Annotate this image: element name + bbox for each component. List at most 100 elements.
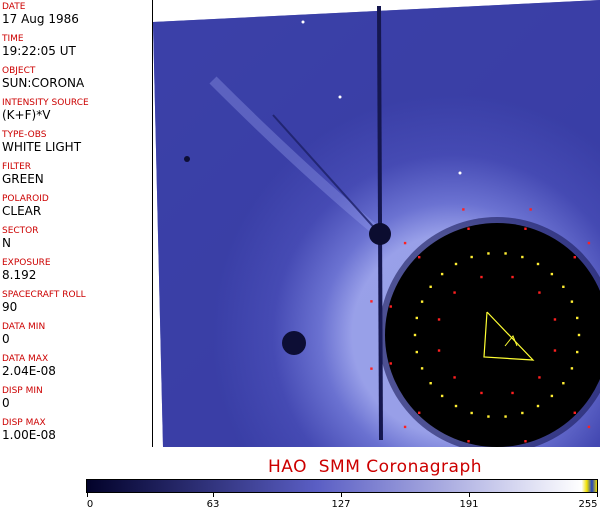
coronagraph-image-svg	[153, 0, 600, 447]
pylon-hub	[369, 223, 391, 245]
field-label: SECTOR	[2, 226, 39, 236]
instrument-title: HAO SMM Coronagraph	[267, 457, 483, 477]
overlay-dot-yellow	[429, 381, 432, 385]
overlay-dot-red	[403, 425, 407, 429]
overlay-dot-red	[453, 376, 456, 379]
overlay-dot-yellow	[429, 285, 432, 289]
field-value: 0	[2, 396, 10, 410]
field-label: EXPOSURE	[2, 258, 51, 268]
overlay-dot-yellow	[440, 272, 444, 276]
field-label: DATA MAX	[2, 354, 49, 364]
field-label: DISP MAX	[2, 418, 46, 428]
colorbar-tick-mark	[341, 493, 342, 497]
overlay-dot-yellow	[577, 333, 581, 337]
overlay-dot-red	[462, 208, 465, 211]
colorbar-tick-mark	[597, 493, 598, 497]
field-value: 8.192	[2, 268, 37, 282]
field-value: (K+F)*V	[2, 108, 51, 122]
field-value: CLEAR	[2, 204, 42, 218]
field-value: 19:22:05 UT	[2, 44, 76, 58]
field-value: N	[2, 236, 11, 250]
overlay-dot-yellow	[562, 285, 565, 289]
overlay-dot-red	[437, 318, 441, 321]
field-label: OBJECT	[2, 66, 36, 76]
field-label: TIME	[2, 34, 24, 44]
colorbar-tick-mark	[469, 493, 470, 497]
dust-spot	[282, 331, 306, 355]
overlay-dot-red	[389, 362, 392, 365]
field-value: 0	[2, 332, 10, 346]
field-date: DATE 17 Aug 1986	[2, 2, 79, 26]
overlay-dot-yellow	[470, 255, 473, 259]
field-spacecraft-roll: SPACECRAFT ROLL 90	[2, 290, 86, 314]
field-label: FILTER	[2, 162, 32, 172]
overlay-dot-yellow	[415, 350, 418, 354]
field-time: TIME 19:22:05 UT	[2, 34, 76, 58]
overlay-dot-yellow	[570, 300, 574, 303]
field-sector: SECTOR N	[2, 226, 39, 250]
overlay-dot-red	[418, 256, 421, 259]
overlay-dot-yellow	[550, 272, 554, 276]
field-polaroid: POLAROID CLEAR	[2, 194, 49, 218]
field-value: 90	[2, 300, 18, 314]
overlay-dot-red	[524, 227, 527, 230]
colorbar-tick-label: 63	[206, 499, 220, 510]
overlay-dot-red	[418, 411, 421, 414]
color-scale-ticks: 0 63 127 191 255	[86, 493, 598, 512]
coronagraph-image	[153, 0, 600, 447]
field-value: GREEN	[2, 172, 44, 186]
field-label: DISP MIN	[2, 386, 43, 396]
field-value: SUN:CORONA	[2, 76, 85, 90]
overlay-dot-yellow	[504, 252, 507, 255]
overlay-dot-yellow	[415, 316, 418, 320]
colorbar-tick-label: 0	[86, 499, 94, 510]
overlay-dot-red	[403, 241, 407, 245]
occulting-disk	[385, 223, 600, 447]
overlay-dot-yellow	[570, 367, 574, 370]
overlay-dot-red	[480, 275, 483, 279]
field-label: SPACECRAFT ROLL	[2, 290, 86, 300]
overlay-triangle	[483, 311, 535, 361]
overlay-dot-yellow	[521, 411, 524, 415]
overlay-dot-yellow	[420, 300, 424, 303]
overlay-dot-red	[538, 291, 541, 294]
star	[338, 95, 342, 99]
colorbar-tick-mark	[213, 493, 214, 497]
overlay-dot-yellow	[536, 262, 540, 266]
field-value: 2.04E-08	[2, 364, 56, 378]
overlay-dot-red	[480, 391, 483, 395]
overlay-dot-yellow	[413, 333, 417, 337]
overlay-dot-red	[573, 256, 576, 259]
header-info-panel: DATE 17 Aug 1986 TIME 19:22:05 UT OBJECT SUN:…	[0, 0, 153, 447]
overlay-dot-yellow	[521, 255, 524, 259]
overlay-dot-red	[553, 318, 557, 321]
overlay-dot-yellow	[550, 394, 554, 398]
overlay-dot-yellow	[576, 350, 579, 354]
colorbar-tick-label: 127	[331, 499, 351, 510]
overlay-dot-yellow	[470, 411, 473, 415]
pylon-shadow-diagonal	[272, 114, 379, 233]
overlay-dot-yellow	[562, 381, 565, 385]
overlay-dot-red	[587, 425, 591, 429]
field-filter: FILTER GREEN	[2, 162, 44, 186]
overlay-dot-red	[467, 440, 470, 443]
colorbar-tick-mark	[87, 493, 88, 497]
overlay-dot-red	[370, 300, 373, 303]
field-disp-min: DISP MIN 0	[2, 386, 43, 410]
field-disp-max: DISP MAX 1.00E-08	[2, 418, 56, 442]
overlay-dot-yellow	[440, 394, 444, 398]
field-label: INTENSITY SOURCE	[2, 98, 89, 108]
overlay-dot-red	[437, 349, 441, 352]
overlay-dot-red	[587, 241, 591, 245]
star	[301, 20, 305, 24]
overlay-dot-red	[511, 275, 514, 279]
overlay-dot-yellow	[504, 415, 507, 418]
overlay-dot-yellow	[576, 316, 579, 320]
field-value: 1.00E-08	[2, 428, 56, 442]
overlay-dot-yellow	[487, 415, 490, 418]
colorbar-tick-label: 191	[459, 499, 479, 510]
overlay-dot-red	[538, 376, 541, 379]
field-label: DATA MIN	[2, 322, 46, 332]
field-object: OBJECT SUN:CORONA	[2, 66, 84, 90]
field-label: DATE	[2, 2, 26, 12]
